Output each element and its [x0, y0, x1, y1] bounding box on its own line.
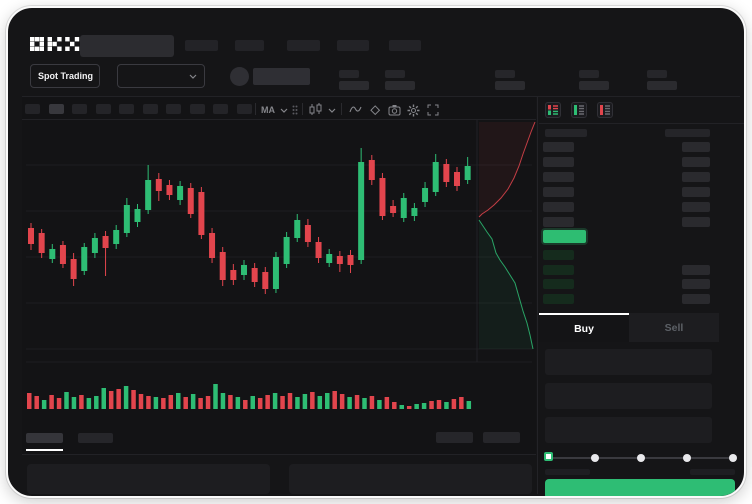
ticker-stat-value-placeholder: [579, 81, 609, 90]
book-both-icon: [548, 105, 558, 115]
slider-stop[interactable]: [637, 454, 645, 462]
bid-price-placeholder[interactable]: [543, 279, 574, 289]
timeframe-button[interactable]: [48, 104, 64, 114]
ask-amount-placeholder: [682, 157, 710, 167]
market-type-label: Spot Trading: [38, 71, 93, 81]
chevron-down-icon[interactable]: [280, 108, 288, 113]
order-amount-input[interactable]: [545, 383, 712, 409]
ask-amount-placeholder: [682, 217, 710, 227]
nav-link-placeholder[interactable]: [337, 40, 369, 51]
orderbook-price-column-header: [545, 129, 587, 137]
camera-icon[interactable]: [388, 104, 401, 116]
nav-link-placeholder[interactable]: [287, 40, 320, 51]
nav-link-placeholder[interactable]: [235, 40, 264, 51]
orderbook-view-both-button[interactable]: [545, 102, 561, 118]
book-bids-icon: [574, 105, 584, 115]
ask-price-placeholder[interactable]: [543, 157, 574, 167]
market-type-dropdown[interactable]: Spot Trading: [30, 64, 100, 88]
fullscreen-icon[interactable]: [427, 104, 439, 116]
timeframe-button[interactable]: [189, 104, 205, 114]
bottom-tab[interactable]: [78, 433, 113, 443]
available-balance-placeholder: [545, 469, 590, 475]
nav-link-placeholder[interactable]: [389, 40, 421, 51]
balance-value-placeholder: [690, 469, 735, 475]
buy-tab-active-line: [539, 313, 629, 315]
orderbook-view-bids-button[interactable]: [571, 102, 587, 118]
line-tool-icon[interactable]: [349, 105, 362, 114]
bid-amount-placeholder: [682, 293, 710, 304]
search-bar[interactable]: [80, 35, 174, 57]
bid-price-placeholder[interactable]: [543, 250, 574, 260]
timeframe-button[interactable]: [72, 104, 88, 114]
ask-amount-placeholder: [682, 142, 710, 152]
bid-amount-placeholder: [682, 279, 710, 289]
okx-logo[interactable]: [30, 37, 80, 51]
orderbook-amount-column-header: [665, 129, 710, 137]
ask-price-placeholder[interactable]: [543, 172, 574, 182]
order-total-input[interactable]: [545, 417, 712, 443]
chevron-down-icon[interactable]: [328, 108, 336, 113]
slider-handle[interactable]: [544, 452, 553, 461]
ticker-stat-label-placeholder: [495, 70, 515, 78]
bid-amount-placeholder: [682, 264, 710, 275]
app-window: Spot Trading MA: [6, 6, 746, 498]
orderbook-view-asks-button[interactable]: [597, 102, 613, 118]
timeframe-button[interactable]: [25, 104, 40, 114]
slider-stop[interactable]: [729, 454, 737, 462]
price-chart[interactable]: [22, 120, 536, 426]
ticker-stat-value-placeholder: [495, 81, 525, 90]
bottom-action-button[interactable]: [436, 432, 473, 443]
tab-sell[interactable]: Sell: [629, 313, 719, 342]
bottom-panel-placeholder: [289, 464, 532, 494]
bid-price-placeholder[interactable]: [543, 293, 574, 304]
book-asks-icon: [600, 105, 610, 115]
last-price-highlight[interactable]: [543, 230, 586, 243]
ask-amount-placeholder: [682, 172, 710, 182]
ticker-stat-value-placeholder: [339, 81, 369, 90]
coin-avatar: [230, 67, 249, 86]
bid-price-placeholder[interactable]: [543, 264, 574, 275]
ma-indicator-button[interactable]: MA: [261, 105, 275, 115]
ticker-stat-value-placeholder: [647, 81, 677, 90]
timeframe-button[interactable]: [95, 104, 111, 114]
ask-price-placeholder[interactable]: [543, 217, 574, 227]
ticker-stat-label-placeholder: [579, 70, 599, 78]
ask-price-placeholder[interactable]: [543, 142, 574, 152]
bottom-panel-placeholder: [27, 464, 270, 494]
ask-price-placeholder[interactable]: [543, 187, 574, 197]
eraser-tool-icon[interactable]: [369, 104, 381, 116]
timeframe-button[interactable]: [166, 104, 182, 114]
nav-link-placeholder[interactable]: [185, 40, 218, 51]
buy-submit-button[interactable]: [545, 479, 735, 496]
timeframe-button[interactable]: [142, 104, 158, 114]
ticker-stat-label-placeholder: [339, 70, 359, 78]
gear-icon[interactable]: [407, 104, 420, 117]
bottom-tab-active[interactable]: [26, 433, 63, 443]
ask-amount-placeholder: [682, 202, 710, 212]
chevron-down-icon: [189, 74, 197, 79]
timeframe-button[interactable]: [236, 104, 252, 114]
slider-stop[interactable]: [683, 454, 691, 462]
tab-buy[interactable]: Buy: [539, 315, 629, 342]
candle-style-icon[interactable]: [309, 103, 322, 116]
order-price-input[interactable]: [545, 349, 712, 375]
pair-name-placeholder: [253, 68, 310, 85]
ticker-stat-label-placeholder: [647, 70, 667, 78]
ticker-stat-value-placeholder: [385, 81, 415, 90]
bottom-tab-active-underline: [26, 449, 63, 451]
timeframe-button[interactable]: [213, 104, 229, 114]
pair-dropdown[interactable]: [117, 64, 205, 88]
bottom-action-button[interactable]: [483, 432, 520, 443]
ask-price-placeholder[interactable]: [543, 202, 574, 212]
timeframe-button[interactable]: [119, 104, 135, 114]
chart-pane: [22, 97, 536, 454]
slider-stop[interactable]: [591, 454, 599, 462]
drag-dots-icon: [292, 105, 298, 115]
ticker-stat-label-placeholder: [385, 70, 405, 78]
ask-amount-placeholder: [682, 187, 710, 197]
